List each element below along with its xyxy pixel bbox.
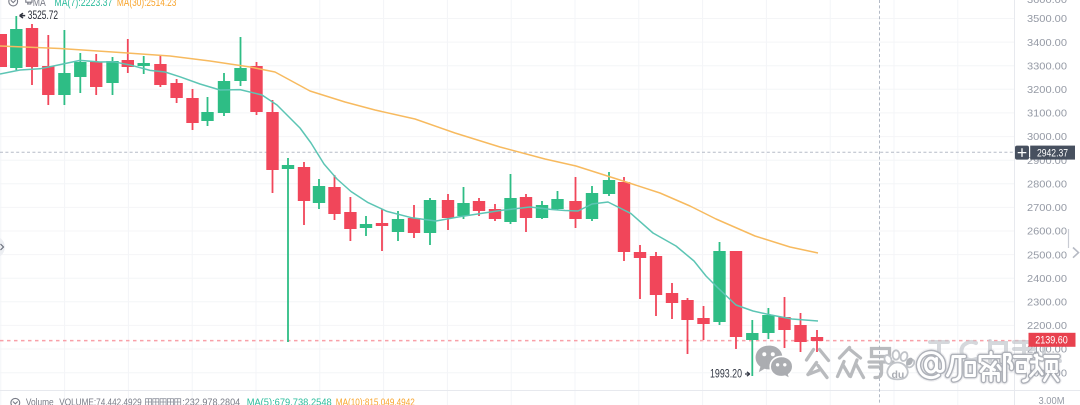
svg-text:3.00M: 3.00M xyxy=(1039,395,1065,405)
svg-text:MA(5):679.738,2548: MA(5):679.738,2548 xyxy=(247,397,332,405)
svg-text:3300.00: 3300.00 xyxy=(1027,60,1067,72)
svg-text:MA: MA xyxy=(33,0,47,9)
svg-text:2942.37: 2942.37 xyxy=(1037,147,1068,159)
svg-text:2500.00: 2500.00 xyxy=(1027,249,1067,261)
svg-text:3100.00: 3100.00 xyxy=(1027,108,1067,120)
svg-text:MA(10):815.049,4942: MA(10):815.049,4942 xyxy=(336,397,415,405)
svg-text:2600.00: 2600.00 xyxy=(1027,226,1067,238)
svg-text:MA(7):2223.37: MA(7):2223.37 xyxy=(54,0,112,9)
svg-text:2400.00: 2400.00 xyxy=(1027,273,1067,285)
svg-text:1993.20: 1993.20 xyxy=(710,369,742,381)
svg-text:2700.00: 2700.00 xyxy=(1027,202,1067,214)
svg-text:3600.00: 3600.00 xyxy=(1027,0,1067,6)
svg-text:2139.60: 2139.60 xyxy=(1035,335,1068,347)
svg-text:3200.00: 3200.00 xyxy=(1027,84,1067,96)
svg-text::232.978,2804: :232.978,2804 xyxy=(182,397,240,405)
svg-text:MA(30):2514.23: MA(30):2514.23 xyxy=(117,0,176,9)
svg-text:Volume: Volume xyxy=(26,397,54,405)
svg-text:3400.00: 3400.00 xyxy=(1027,37,1067,49)
svg-text:2800.00: 2800.00 xyxy=(1027,179,1067,191)
svg-text:3500.00: 3500.00 xyxy=(1027,13,1067,25)
svg-text:2200.00: 2200.00 xyxy=(1027,320,1067,332)
svg-text:3525.72: 3525.72 xyxy=(28,10,58,22)
svg-text:2300.00: 2300.00 xyxy=(1027,297,1067,309)
svg-text:VOLUME:74.442,4929: VOLUME:74.442,4929 xyxy=(59,397,142,405)
svg-text:3000.00: 3000.00 xyxy=(1027,131,1067,143)
svg-text:du: du xyxy=(892,369,905,381)
